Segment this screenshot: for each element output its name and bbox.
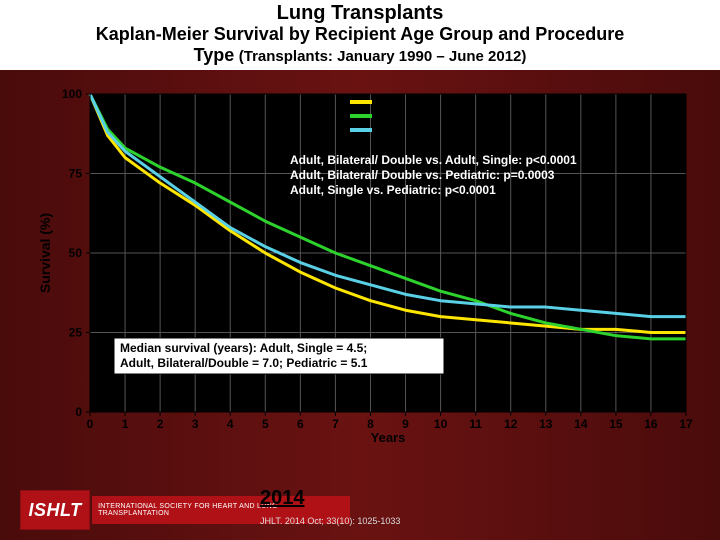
svg-text:Adult, Bilateral/ Double vs. A: Adult, Bilateral/ Double vs. Adult, Sing… bbox=[290, 153, 577, 167]
svg-text:10: 10 bbox=[434, 417, 448, 431]
svg-text:25: 25 bbox=[69, 326, 83, 340]
svg-text:Adult, Bilateral/ Double vs. P: Adult, Bilateral/ Double vs. Pediatric: … bbox=[290, 168, 555, 182]
footer-year: 2014 bbox=[260, 487, 305, 510]
svg-text:Survival (%): Survival (%) bbox=[37, 213, 53, 293]
svg-text:Years: Years bbox=[371, 430, 406, 445]
footer-citation: JHLT. 2014 Oct; 33(10): 1025-1033 bbox=[260, 516, 400, 526]
svg-text:7: 7 bbox=[332, 417, 339, 431]
svg-text:15: 15 bbox=[609, 417, 623, 431]
svg-text:9: 9 bbox=[402, 417, 409, 431]
svg-text:2: 2 bbox=[157, 417, 164, 431]
title-line3b: (Transplants: January 1990 – June 2012) bbox=[239, 48, 527, 65]
svg-text:Median survival (years): Adult: Median survival (years): Adult, Single =… bbox=[120, 341, 367, 355]
svg-text:0: 0 bbox=[87, 417, 94, 431]
svg-text:1: 1 bbox=[122, 417, 129, 431]
svg-text:0: 0 bbox=[75, 405, 82, 419]
svg-text:75: 75 bbox=[69, 167, 83, 181]
title-line3: Type (Transplants: January 1990 – June 2… bbox=[0, 45, 720, 66]
slide: Lung Transplants Kaplan-Meier Survival b… bbox=[0, 0, 720, 540]
svg-text:17: 17 bbox=[679, 417, 693, 431]
svg-text:6: 6 bbox=[297, 417, 304, 431]
svg-text:100: 100 bbox=[62, 87, 82, 101]
survival-chart: 025507510001234567891011121314151617Year… bbox=[36, 86, 696, 446]
footer: ISHLT INTERNATIONAL SOCIETY FOR HEART AN… bbox=[20, 476, 700, 536]
title-line2: Kaplan-Meier Survival by Recipient Age G… bbox=[0, 24, 720, 45]
title-line3a: Type bbox=[194, 45, 235, 65]
svg-text:11: 11 bbox=[469, 417, 482, 431]
svg-text:4: 4 bbox=[227, 417, 234, 431]
title-line1: Lung Transplants bbox=[0, 2, 720, 24]
chart-container: 025507510001234567891011121314151617Year… bbox=[36, 86, 696, 446]
svg-text:3: 3 bbox=[192, 417, 199, 431]
svg-text:8: 8 bbox=[367, 417, 374, 431]
svg-text:50: 50 bbox=[69, 246, 83, 260]
svg-text:14: 14 bbox=[574, 417, 588, 431]
ishlt-mark: ISHLT bbox=[20, 490, 90, 530]
svg-text:Adult, Single vs. Pediatric: p: Adult, Single vs. Pediatric: p<0.0001 bbox=[290, 183, 496, 197]
title-block: Lung Transplants Kaplan-Meier Survival b… bbox=[0, 0, 720, 70]
svg-text:16: 16 bbox=[644, 417, 658, 431]
svg-text:5: 5 bbox=[262, 417, 269, 431]
svg-text:12: 12 bbox=[504, 417, 518, 431]
svg-text:Adult, Bilateral/Double = 7.0;: Adult, Bilateral/Double = 7.0; Pediatric… bbox=[120, 356, 368, 370]
svg-text:13: 13 bbox=[539, 417, 553, 431]
